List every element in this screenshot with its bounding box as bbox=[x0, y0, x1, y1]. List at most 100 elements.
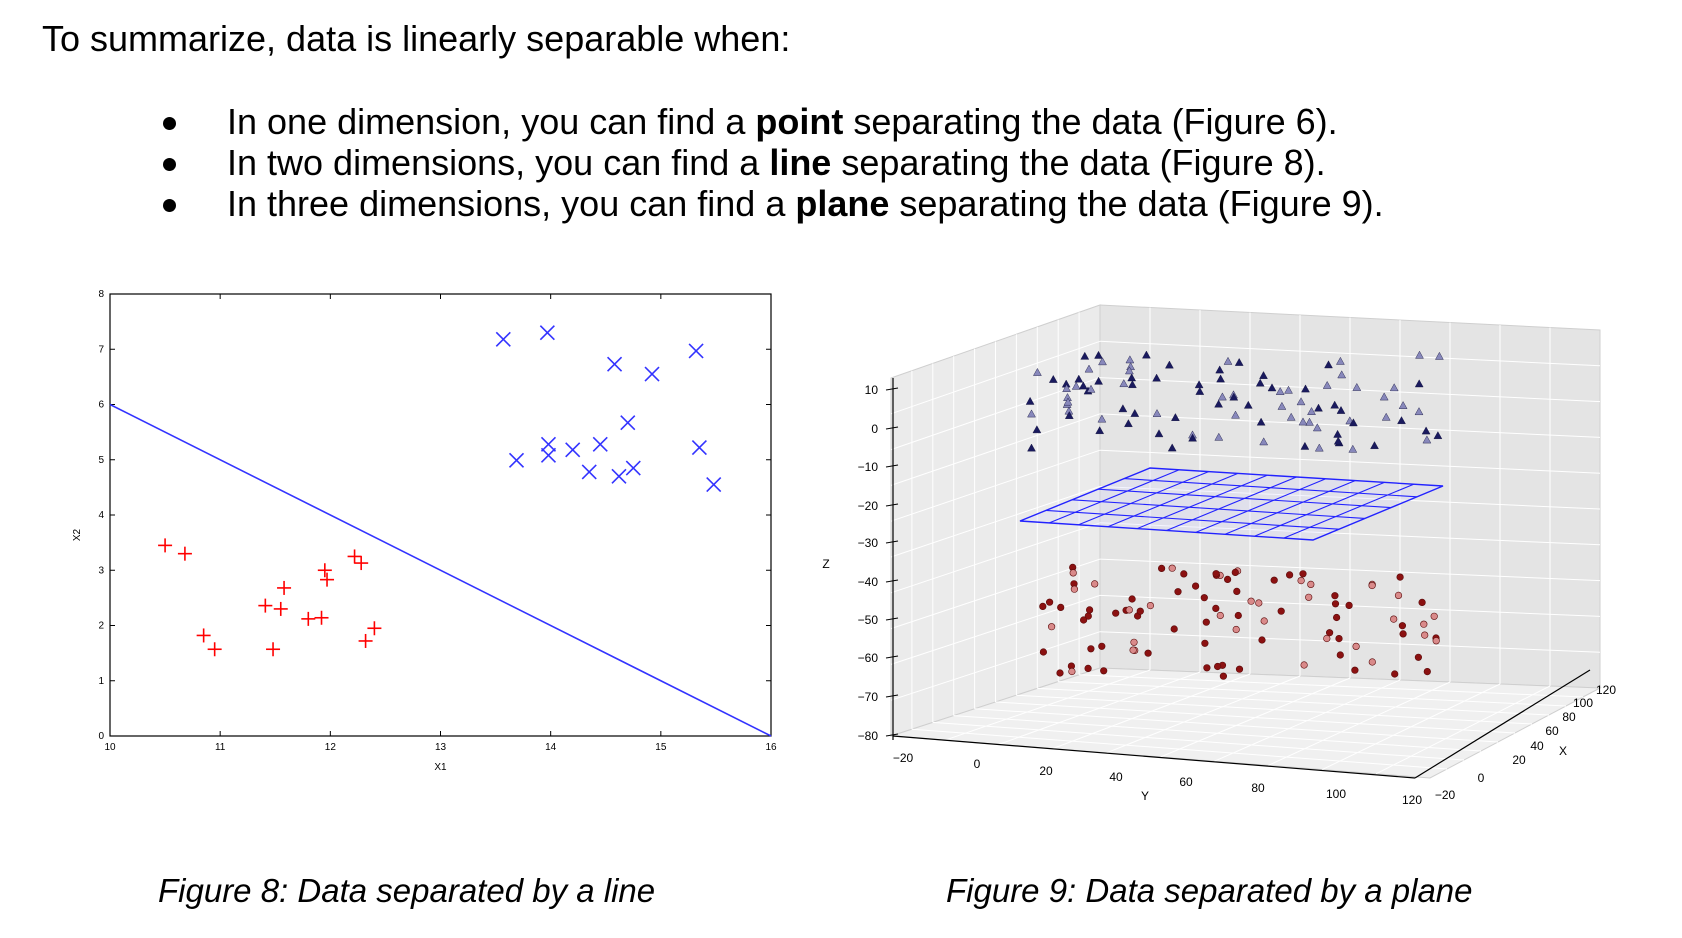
circle-marker bbox=[1180, 570, 1188, 578]
circle-marker bbox=[1057, 603, 1065, 612]
x-stroke bbox=[625, 460, 641, 476]
x-tick-label: 13 bbox=[435, 742, 447, 753]
triangle-marker bbox=[1229, 392, 1239, 401]
z-tick-label: −40 bbox=[858, 575, 879, 589]
triangle-marker bbox=[1298, 417, 1308, 426]
x-stroke bbox=[606, 356, 623, 372]
triangle-marker bbox=[1231, 410, 1240, 419]
triangle-marker bbox=[1027, 443, 1036, 452]
triangle-marker bbox=[1348, 444, 1358, 453]
triangle-marker bbox=[1094, 376, 1103, 385]
x-marker bbox=[539, 325, 555, 341]
x-marker bbox=[644, 366, 660, 382]
x-stroke bbox=[540, 447, 557, 463]
grid-line bbox=[1268, 681, 1451, 766]
triangle-marker bbox=[1119, 379, 1129, 387]
x-stroke bbox=[565, 442, 581, 458]
triangle-marker bbox=[1080, 351, 1090, 360]
triangle-marker bbox=[1063, 397, 1073, 406]
circle-marker bbox=[1420, 620, 1428, 628]
circle-marker bbox=[1345, 601, 1353, 610]
triangle-marker bbox=[1307, 407, 1316, 415]
circle-marker bbox=[1125, 606, 1133, 614]
x-marker bbox=[565, 442, 581, 458]
x-tick-label: −20 bbox=[1435, 788, 1456, 802]
triangle-marker bbox=[1259, 371, 1268, 379]
grid-line bbox=[932, 721, 1465, 761]
y-tick-label: 80 bbox=[1251, 781, 1265, 795]
circle-marker bbox=[1331, 600, 1340, 608]
circle-marker bbox=[1133, 612, 1142, 620]
grid-line bbox=[890, 449, 1101, 522]
circle-marker bbox=[1258, 636, 1266, 644]
circle-marker bbox=[1201, 639, 1209, 647]
circle-marker bbox=[1084, 612, 1092, 620]
circle-marker bbox=[1297, 576, 1305, 585]
circle-marker bbox=[1325, 629, 1334, 637]
y-tick-label: 40 bbox=[1109, 770, 1123, 784]
z-tick bbox=[885, 655, 899, 659]
plane-grid-line bbox=[1107, 472, 1239, 528]
triangle-marker bbox=[1216, 374, 1225, 383]
triangle-marker bbox=[1435, 351, 1444, 360]
triangle-marker bbox=[1025, 396, 1035, 405]
circle-marker bbox=[1047, 623, 1056, 631]
circle-marker bbox=[1212, 571, 1220, 579]
triangle-marker bbox=[1277, 401, 1287, 410]
floor-pane bbox=[890, 667, 1602, 779]
triangle-marker bbox=[1324, 360, 1333, 369]
plus-marker bbox=[317, 563, 332, 578]
triangle-marker bbox=[1071, 381, 1081, 390]
x-stroke bbox=[620, 415, 636, 431]
plane-grid-line bbox=[1123, 478, 1418, 498]
triangle-marker bbox=[1333, 436, 1343, 445]
plane-grid-line bbox=[1166, 476, 1297, 532]
z-tick-label: −70 bbox=[858, 690, 879, 704]
z-tick bbox=[885, 426, 899, 430]
circle-marker bbox=[1070, 585, 1078, 593]
triangle-marker bbox=[1027, 409, 1036, 418]
grid-line bbox=[1099, 631, 1601, 653]
triangle-marker bbox=[1125, 355, 1135, 364]
triangle-marker bbox=[1433, 431, 1443, 439]
triangle-marker bbox=[1063, 393, 1072, 401]
x-stroke bbox=[706, 477, 722, 493]
triangle-marker bbox=[1334, 438, 1344, 447]
grid-line bbox=[1099, 449, 1601, 474]
x-stroke bbox=[688, 343, 704, 359]
grid-line bbox=[1099, 486, 1601, 510]
x-tick-label: 16 bbox=[765, 742, 777, 753]
grid-line bbox=[1099, 340, 1601, 367]
x-marker bbox=[495, 331, 511, 347]
bullet-text: separating the data (Figure 9). bbox=[889, 183, 1384, 224]
triangle-marker bbox=[1061, 379, 1071, 388]
plane-grid-line bbox=[1071, 499, 1366, 519]
triangle-marker bbox=[1322, 380, 1332, 389]
bullet-icon bbox=[163, 158, 176, 171]
bullet-text: separating the data (Figure 6). bbox=[843, 101, 1338, 142]
circle-marker bbox=[1112, 609, 1120, 617]
plus-marker bbox=[177, 546, 192, 561]
grid-line bbox=[890, 631, 1101, 701]
circle-marker bbox=[1368, 581, 1376, 590]
triangle-marker bbox=[1064, 411, 1074, 419]
triangle-marker bbox=[1234, 357, 1244, 366]
x-stroke bbox=[495, 331, 511, 347]
triangle-marker bbox=[1118, 404, 1128, 413]
triangle-marker bbox=[1349, 418, 1358, 427]
triangle-marker bbox=[1379, 392, 1389, 401]
triangle-marker bbox=[1171, 413, 1180, 421]
plus-marker bbox=[367, 621, 382, 636]
circle-marker bbox=[1396, 573, 1404, 581]
circle-marker bbox=[1067, 662, 1075, 670]
x-stroke bbox=[644, 366, 660, 382]
y-tick-label: 5 bbox=[98, 455, 104, 466]
triangle-marker bbox=[1381, 412, 1391, 421]
triangle-marker bbox=[1296, 397, 1306, 406]
circle-marker bbox=[1129, 646, 1137, 654]
bullet-bold-term: plane bbox=[795, 183, 890, 224]
triangle-marker bbox=[1165, 360, 1174, 369]
z-tick-label: −60 bbox=[858, 651, 879, 665]
plus-marker bbox=[320, 572, 335, 587]
triangle-marker bbox=[1414, 407, 1424, 415]
